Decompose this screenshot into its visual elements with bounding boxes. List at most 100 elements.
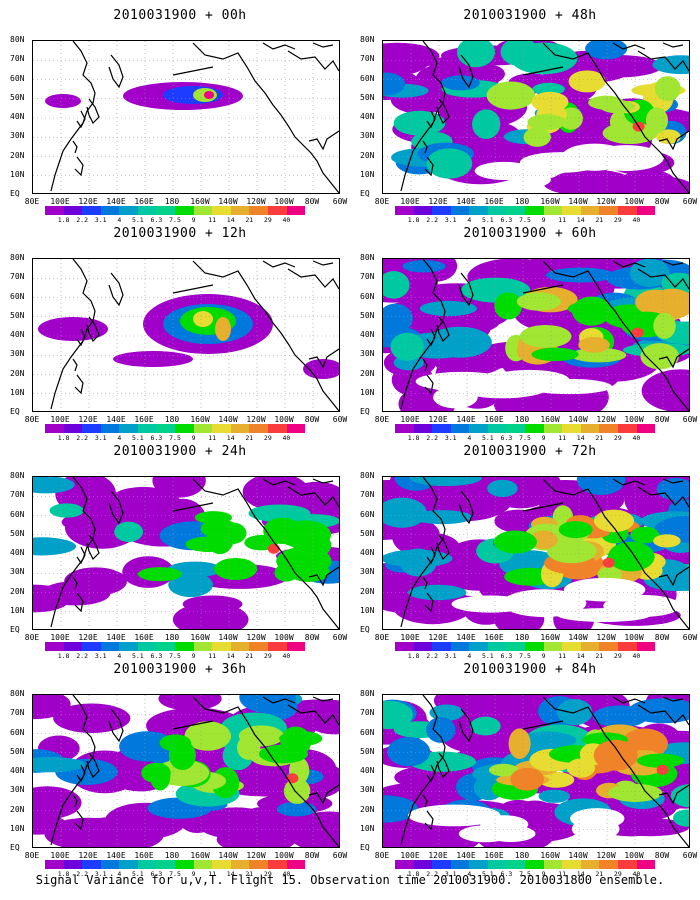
colorbar-swatch [525,424,544,433]
colorbar-swatch [286,642,306,651]
colorbar-swatch [193,206,213,215]
colorbar-swatch [137,424,157,433]
low-variance-region [451,595,530,613]
longitude-tick-label: 100E [400,415,420,424]
variance-contour [538,771,575,788]
colorbar-tick-label: 9 [191,216,196,224]
latitude-tick-label: 30N [360,567,375,577]
longitude-tick-label: 120W [596,197,616,206]
colorbar-swatch [193,424,213,433]
variance-contour [419,300,477,317]
colorbar-swatch [267,860,287,869]
variance-contour [538,789,571,803]
variance-contour [472,109,501,139]
coastline [422,358,428,372]
longitude-tick-label: 140E [456,415,476,424]
colorbar-swatch [432,860,451,869]
variance-contour [184,721,232,751]
variance-contour [387,737,431,767]
latitude-tick-label: EQ [10,189,20,198]
variance-contour [168,572,214,598]
coastline [72,576,78,590]
latitude-tick-label: 60N [10,291,25,301]
colorbar-swatch [599,424,618,433]
longitude-tick-label: 120E [78,415,98,424]
variance-contour [391,363,434,397]
variance-contour [645,107,668,134]
coastline [658,348,689,369]
latitude-tick-label: 60N [360,509,375,519]
colorbar-labels: 1.8 2.2 3.1 4 5.1 6.3 7.5 9 11 14 21 29 40 [45,652,305,660]
colorbar-swatch [137,860,157,869]
colorbar-tick-label: 29 [263,216,272,224]
colorbar-tick-label: 40 [632,652,641,660]
colorbar-tick-label: 11 [208,652,217,660]
colorbar-swatch [249,424,268,433]
variance-contour [602,557,615,568]
longitude-axis: 80E 100E 120E 140E 160E 180 160W 140W 120W 100W 80… [25,851,347,861]
colorbar-swatch [45,424,64,433]
latitude-tick-label: 30N [10,785,25,795]
variance-contour [508,728,531,759]
coastline [308,348,339,369]
variance-contour [653,534,681,548]
colorbar-swatch [249,642,268,651]
colorbar-swatch [267,424,287,433]
latitude-tick-label: 40N [360,112,375,121]
variance-contour [49,503,84,518]
variance-map [32,694,340,848]
coastline [658,566,689,587]
forecast-panel: 2010031900 + 12h 80N 70N 60N 50N 40N 30N 20N 10N… [10,226,350,442]
latitude-tick-label: 20N [10,586,25,596]
variance-map [382,476,690,630]
variance-contour [390,332,425,361]
longitude-tick-label: 120W [246,415,266,424]
latitude-tick-label: 30N [360,131,375,141]
colorbar-swatch [432,424,451,433]
low-variance-region [458,825,512,843]
latitude-axis: 80N 70N 60N 50N 40N 30N 20N 10N EQ [10,254,32,416]
colorbar-tick-label: 29 [263,870,272,878]
colorbar-swatch [395,424,414,433]
colorbar-swatch [413,206,433,215]
longitude-tick-label: 120E [428,633,448,642]
coastline [637,486,689,508]
longitude-tick-label: 140W [568,633,588,642]
low-variance-region [589,145,664,171]
panel-title: 2010031900 + 24h [113,444,247,459]
longitude-tick-label: 100W [624,197,644,206]
longitude-tick-label: 60W [332,197,348,206]
longitude-tick-label: 160E [134,633,154,642]
latitude-tick-label: 20N [360,150,375,160]
variance-contour [636,753,685,768]
latitude-tick-label: EQ [10,407,20,416]
colorbar-swatch [450,424,470,433]
colorbar-swatch [543,206,563,215]
longitude-tick-label: 160W [540,415,560,424]
variance-map [382,694,690,848]
variance-contour [516,731,577,749]
latitude-axis: 80N 70N 60N 50N 40N 30N 20N 10N EQ [10,690,32,852]
colorbar-tick-label: 5.1 [481,434,494,442]
variance-contour [152,477,206,498]
longitude-tick-label: 140W [218,415,238,424]
variance-contour [399,548,437,577]
coastline [400,259,446,410]
variance-contour [470,716,501,736]
latitude-tick-label: 10N [10,605,25,615]
coastline [612,696,646,704]
colorbar-tick-label: 11 [208,870,217,878]
colorbar-swatch [469,206,488,215]
variance-contour [516,292,561,311]
longitude-tick-label: 120W [596,633,616,642]
longitude-tick-label: 80W [654,633,670,642]
colorbar [45,860,306,869]
variance-contour [193,311,213,327]
longitude-tick-label: 100E [400,633,420,642]
variance-contour [393,110,446,136]
colorbar-swatch [137,206,157,215]
coastline [612,478,646,486]
latitude-tick-label: 70N [360,708,375,718]
coastline [637,704,689,726]
colorbar-tick-label: 7.5 [169,434,181,442]
